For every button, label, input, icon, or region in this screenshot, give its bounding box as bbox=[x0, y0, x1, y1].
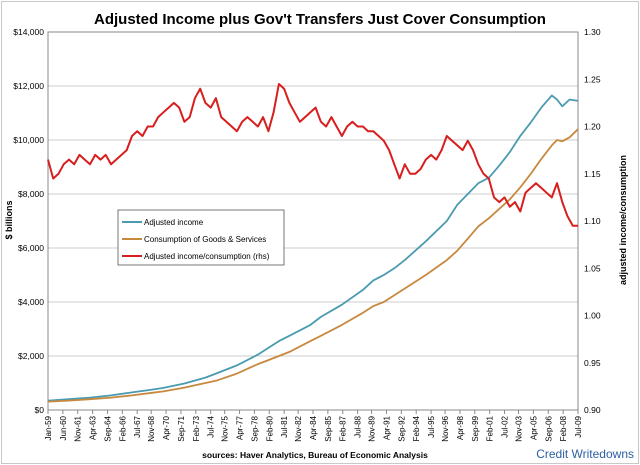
chart-title: Adjusted Income plus Gov't Transfers Jus… bbox=[94, 11, 546, 28]
x-tick-label: Nov-82 bbox=[294, 415, 303, 441]
x-tick-label: Jul-81 bbox=[280, 415, 289, 437]
credit-text: Credit Writedowns bbox=[536, 447, 634, 461]
y2-tick-label: 1.00 bbox=[584, 311, 601, 321]
x-tick-label: Apr-84 bbox=[309, 415, 318, 440]
x-tick-label: Feb-08 bbox=[559, 415, 568, 441]
x-tick-label: Nov-68 bbox=[147, 415, 156, 441]
legend-ratio: Adjusted income/consumption (rhs) bbox=[144, 252, 270, 261]
x-tick-label: Feb-01 bbox=[486, 415, 495, 441]
y2-tick-label: 1.05 bbox=[584, 263, 601, 273]
x-tick-label: Apr-77 bbox=[236, 415, 245, 440]
y2-tick-label: 1.25 bbox=[584, 74, 601, 84]
x-tick-label: Jul-95 bbox=[427, 415, 436, 437]
x-tick-label: Jun-60 bbox=[59, 415, 68, 440]
x-tick-label: Apr-91 bbox=[382, 415, 391, 440]
y2-tick-label: 0.90 bbox=[584, 405, 601, 415]
x-tick-label: Apr-05 bbox=[529, 415, 538, 440]
x-tick-label: Nov-96 bbox=[441, 415, 450, 441]
x-tick-label: Feb-73 bbox=[192, 415, 201, 441]
x-tick-label: Apr-63 bbox=[89, 415, 98, 440]
legend-consumption: Consumption of Goods & Services bbox=[144, 235, 266, 244]
x-tick-label: Jul-88 bbox=[354, 415, 363, 437]
x-tick-label: Sep-85 bbox=[324, 415, 333, 441]
y-axis-label: $ billions bbox=[4, 200, 14, 239]
x-tick-label: Feb-94 bbox=[412, 415, 421, 441]
x-tick-label: Sep-78 bbox=[250, 415, 259, 441]
x-tick-label: Nov-03 bbox=[515, 415, 524, 441]
x-tick-label: Jul-09 bbox=[574, 415, 583, 437]
consumption-line bbox=[47, 128, 579, 403]
y-tick-label: $0 bbox=[35, 405, 45, 415]
y-tick-label: $8,000 bbox=[18, 189, 44, 199]
y2-axis-label: adjusted income/consumption bbox=[618, 155, 628, 285]
x-tick-label: Nov-89 bbox=[368, 415, 377, 441]
x-tick-label: Sep-64 bbox=[103, 415, 112, 441]
x-tick-label: Feb-66 bbox=[118, 415, 127, 441]
x-tick-label: Feb-87 bbox=[339, 415, 348, 441]
x-tick-label: Feb-80 bbox=[265, 415, 274, 441]
x-tick-label: Apr-98 bbox=[456, 415, 465, 440]
y-tick-label: $14,000 bbox=[13, 27, 44, 37]
y2-tick-label: 1.15 bbox=[584, 169, 601, 179]
y2-tick-label: 0.95 bbox=[584, 358, 601, 368]
x-tick-label: Jul-67 bbox=[133, 415, 142, 437]
ratio-line bbox=[47, 83, 578, 227]
legend: Adjusted income Consumption of Goods & S… bbox=[117, 209, 285, 266]
y2-tick-label: 1.20 bbox=[584, 122, 601, 132]
y2-tick-label: 1.10 bbox=[584, 216, 601, 226]
x-tick-label: Jul-74 bbox=[207, 415, 216, 437]
adjusted-income-line bbox=[47, 94, 579, 402]
x-tick-label: Sep-71 bbox=[177, 415, 186, 441]
x-tick-label: Jul-02 bbox=[501, 415, 510, 437]
x-tick-label: Nov-61 bbox=[74, 415, 83, 441]
legend-adjusted-income: Adjusted income bbox=[144, 218, 204, 227]
x-tick-label: Sep-99 bbox=[471, 415, 480, 441]
y-tick-label: $12,000 bbox=[13, 81, 44, 91]
y-tick-label: $10,000 bbox=[13, 135, 44, 145]
x-tick-label: Nov-75 bbox=[221, 415, 230, 441]
y-tick-label: $4,000 bbox=[18, 297, 44, 307]
y-tick-label: $6,000 bbox=[18, 243, 44, 253]
x-tick-label: Sep-92 bbox=[397, 415, 406, 441]
x-tick-label: Sep-06 bbox=[544, 415, 553, 441]
source-note: sources: Haver Analytics, Bureau of Econ… bbox=[202, 450, 428, 460]
y2-tick-label: 1.30 bbox=[584, 27, 601, 37]
x-tick-label: Jan-59 bbox=[44, 415, 53, 440]
y-tick-label: $2,000 bbox=[18, 351, 44, 361]
x-tick-label: Apr-70 bbox=[162, 415, 171, 440]
